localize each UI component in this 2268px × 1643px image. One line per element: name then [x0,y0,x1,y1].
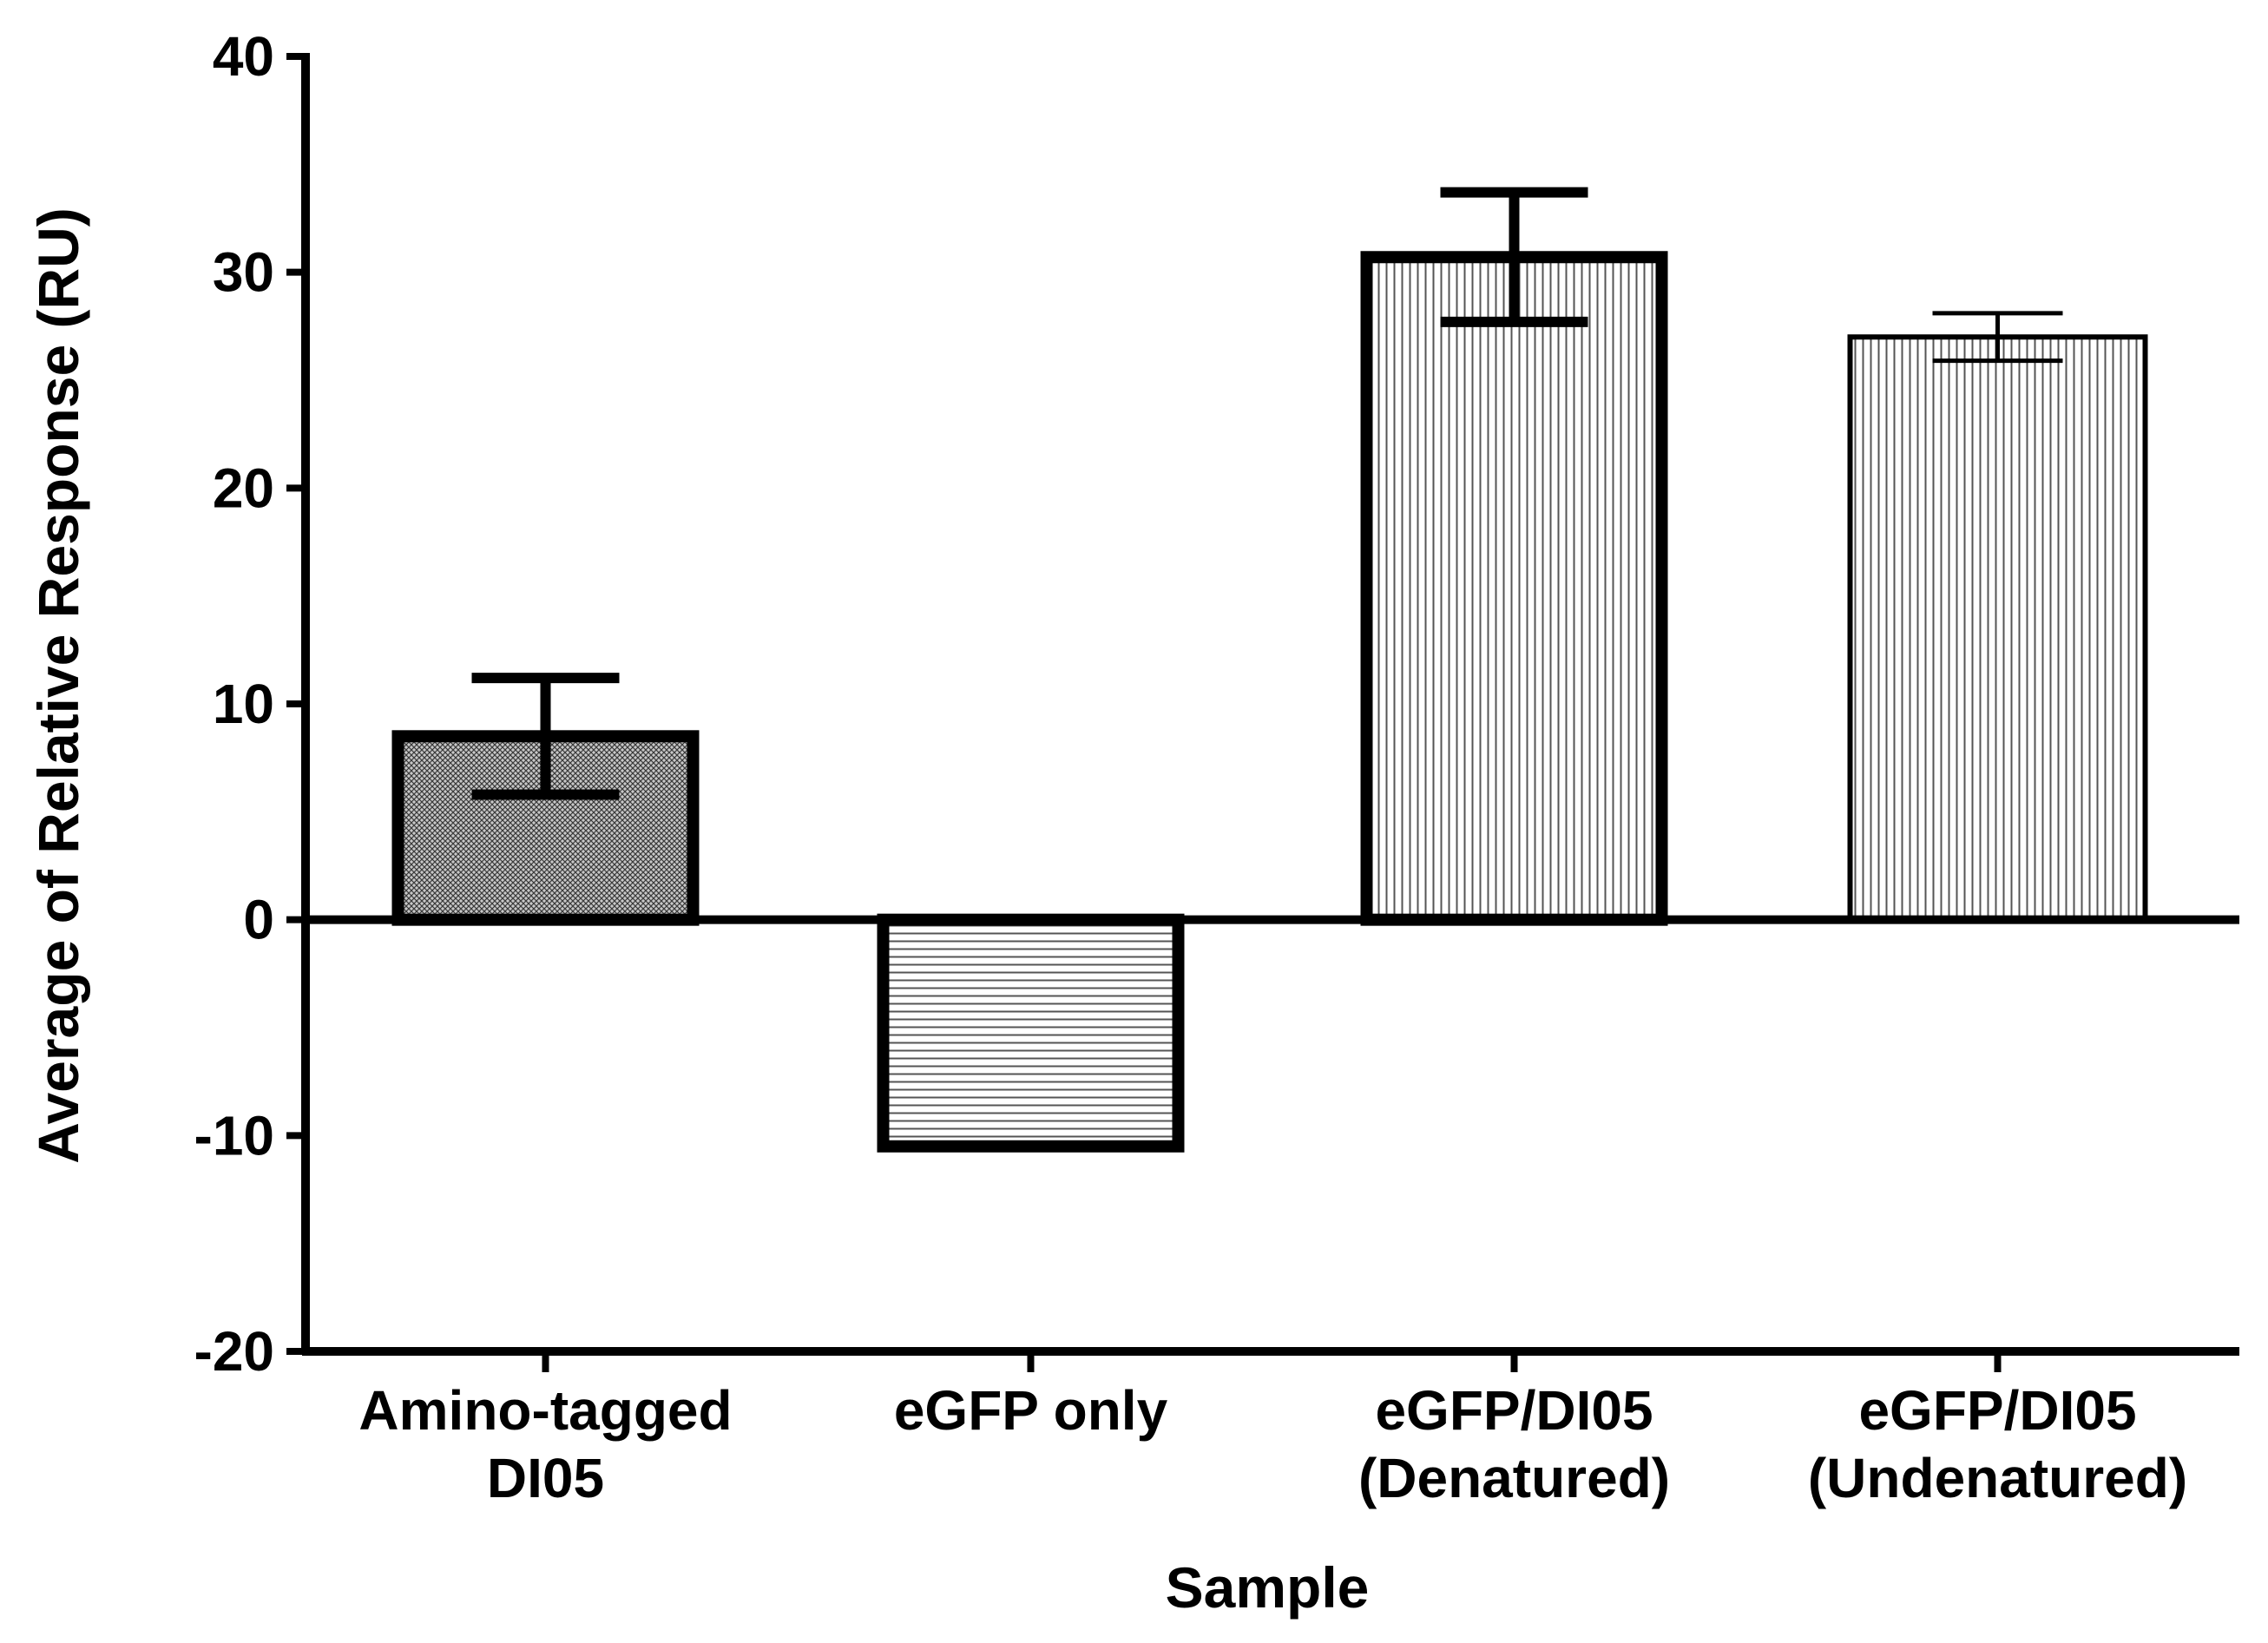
y-tick-label: 10 [213,673,274,735]
x-category-label-line: eGFP/DI05 [1375,1379,1653,1442]
y-tick-label: -10 [194,1104,275,1167]
y-tick-label: 30 [213,241,274,304]
y-tick-label: 20 [213,457,274,519]
x-category-label: eGFP only [894,1379,1168,1442]
x-category-label: Amino-tagged DI05 [358,1379,732,1509]
x-category-label-line: Amino-tagged [358,1379,732,1442]
x-category-label-line: (Undenatured) [1808,1447,2187,1509]
x-category-label: eGFP/DI05 (Denatured) [1358,1379,1670,1509]
x-axis-title: Sample [1166,1555,1370,1620]
x-category-label-line: eGFP only [894,1379,1168,1442]
x-category-label-line: DI05 [487,1447,604,1509]
x-category-label-line: eGFP/DI05 [1858,1379,2136,1442]
y-tick-label: 40 [213,25,274,88]
y-tick-label: 0 [243,889,274,951]
x-category-label-line: (Denatured) [1358,1447,1670,1509]
bar [1360,251,1668,926]
bar [1847,334,2148,923]
x-category-label: eGFP/DI05 (Undenatured) [1808,1379,2187,1509]
y-tick-label: -20 [194,1320,275,1383]
bar [877,913,1185,1153]
y-axis-title: Average of Relative Response (RU) [26,207,90,1164]
